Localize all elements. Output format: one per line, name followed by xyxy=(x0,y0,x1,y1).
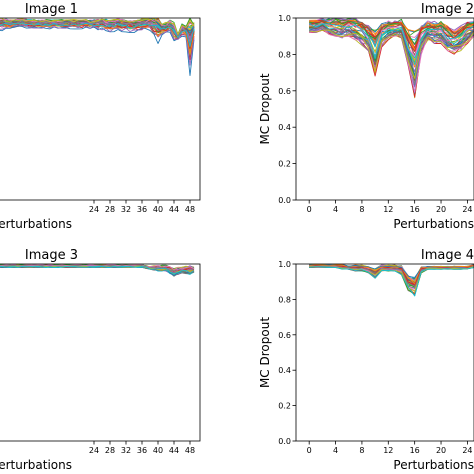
chart-title: Image 4 xyxy=(421,248,474,263)
y-tick-label: 0.0 xyxy=(278,437,291,446)
series-line xyxy=(0,265,195,275)
y-tick-label: 0.2 xyxy=(278,160,291,169)
x-tick-label: 16 xyxy=(410,446,420,455)
series-line xyxy=(309,19,474,56)
x-axis-label: Perturbations xyxy=(0,458,72,472)
x-tick-label: 48 xyxy=(185,205,195,214)
plot-frame xyxy=(0,17,201,201)
x-tick-label: 8 xyxy=(359,205,364,214)
plot-frame xyxy=(295,17,474,201)
x-tick-label: 12 xyxy=(383,446,393,455)
series-line xyxy=(309,29,474,79)
x-tick-label: 4 xyxy=(333,446,338,455)
x-tick-label: 0 xyxy=(307,205,312,214)
x-tick-label: 8 xyxy=(359,446,364,455)
series-line xyxy=(309,23,474,66)
x-axis-label: Perturbations xyxy=(0,217,72,231)
x-tick-label: 40 xyxy=(153,205,163,214)
series-line xyxy=(309,18,474,45)
chart-image-1: 24 28 32 36 40 44 48 Image 1 Perturbations xyxy=(0,2,201,231)
x-tick-label: 4 xyxy=(333,205,338,214)
x-tick-label: 32 xyxy=(121,205,131,214)
x-tick-label: 44 xyxy=(169,446,179,455)
y-tick-label: 0.6 xyxy=(278,331,291,340)
x-tick-label: 28 xyxy=(105,446,115,455)
series-lines xyxy=(308,18,474,99)
y-tick-label: 0.4 xyxy=(278,123,291,132)
x-tick-label: 12 xyxy=(383,205,393,214)
x-tick-label: 0 xyxy=(307,446,312,455)
x-tick-label: 36 xyxy=(137,205,147,214)
series-line xyxy=(309,29,474,94)
chart-title: Image 1 xyxy=(25,2,78,17)
x-tick-label: 28 xyxy=(105,205,115,214)
x-axis-label: Perturbations xyxy=(393,217,474,231)
series-line xyxy=(309,28,474,93)
series-line xyxy=(309,28,474,99)
x-tick-label: 24 xyxy=(89,446,99,455)
x-tick-label: 48 xyxy=(185,446,195,455)
y-tick-label: 0.8 xyxy=(278,295,291,304)
series-line xyxy=(0,264,195,272)
series-line xyxy=(309,266,474,294)
x-tick-label: 40 xyxy=(153,446,163,455)
chart-title: Image 2 xyxy=(421,2,474,17)
y-axis-label: MC Dropout xyxy=(258,317,272,388)
series-line xyxy=(309,26,474,85)
series-line xyxy=(0,24,195,66)
y-tick-label: 0.8 xyxy=(278,50,291,59)
series-line xyxy=(309,266,474,297)
chart-image-3: 24 28 32 36 40 44 48 Image 3 Perturbations xyxy=(0,248,201,472)
chart-image-4: 0 4 8 12 16 20 24 0.0 0.2 0.4 0.6 0.8 1.0 Image 4 Pert… xyxy=(258,248,474,472)
series-line xyxy=(0,18,195,35)
series-line xyxy=(0,18,195,37)
x-tick-label: 20 xyxy=(436,205,446,214)
series-line xyxy=(0,25,195,77)
series-lines xyxy=(309,264,474,297)
x-tick-label: 32 xyxy=(121,446,131,455)
y-tick-label: 0.6 xyxy=(278,87,291,96)
y-tick-label: 1.0 xyxy=(278,14,291,23)
series-lines xyxy=(0,264,195,277)
chart-image-2: 0 4 8 12 16 20 24 0.0 0.2 0.4 0.6 0.8 1.0 Image 2 Pert… xyxy=(258,2,474,231)
series-line xyxy=(0,22,195,48)
x-tick-label: 36 xyxy=(137,446,147,455)
x-axis-label: Perturbations xyxy=(393,458,474,472)
y-tick-label: 0.0 xyxy=(278,196,291,205)
x-tick-label: 20 xyxy=(436,446,446,455)
x-tick-label: 44 xyxy=(169,205,179,214)
series-line xyxy=(309,23,474,58)
y-tick-label: 0.4 xyxy=(278,366,291,375)
plot-frame xyxy=(295,263,474,442)
x-tick-label: 16 xyxy=(410,205,420,214)
y-axis-label: MC Dropout xyxy=(258,73,272,144)
series-lines xyxy=(0,18,195,77)
series-line xyxy=(309,265,474,289)
x-tick-label: 24 xyxy=(89,205,99,214)
chart-title: Image 3 xyxy=(25,248,78,263)
plot-frame xyxy=(0,263,201,442)
y-tick-label: 0.2 xyxy=(278,402,291,411)
x-tick-label: 24 xyxy=(462,205,472,214)
y-tick-label: 1.0 xyxy=(278,260,291,269)
x-tick-label: 24 xyxy=(462,446,472,455)
series-line xyxy=(0,21,195,46)
